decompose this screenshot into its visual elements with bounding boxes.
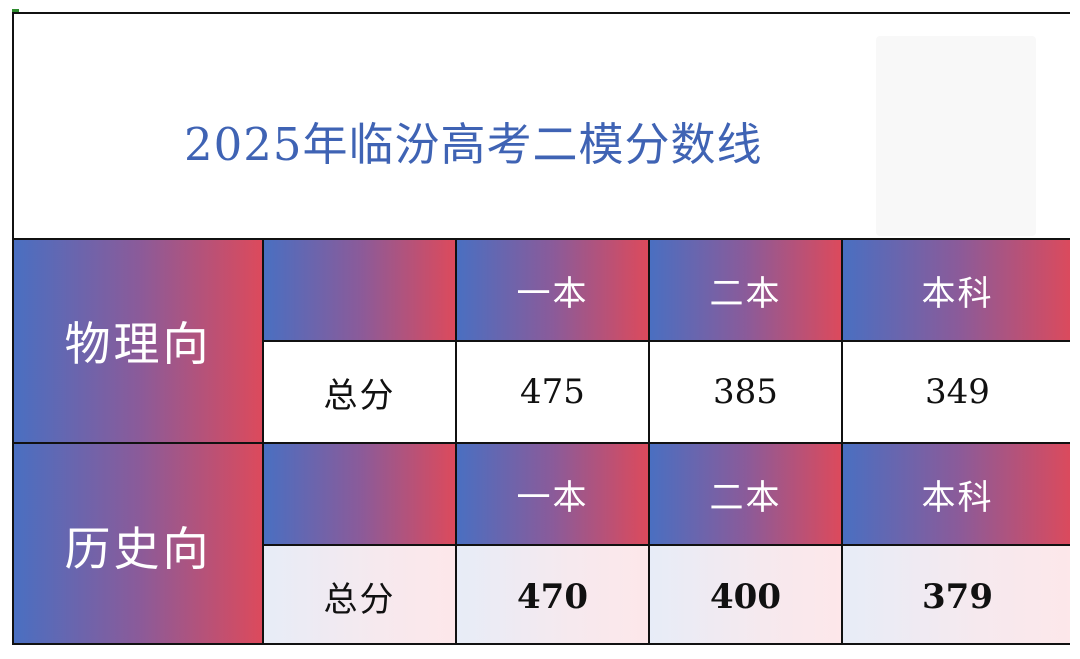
table-top-border bbox=[14, 238, 1070, 240]
score-cell: 470 bbox=[457, 546, 650, 643]
column-header-undergraduate: 本科 bbox=[843, 444, 1070, 546]
column-header-first-tier: 一本 bbox=[457, 240, 650, 342]
row-label-total: 总分 bbox=[264, 546, 457, 643]
watermark bbox=[876, 36, 1036, 236]
group-label-physics: 物理向 bbox=[14, 240, 264, 444]
score-cell: 400 bbox=[650, 546, 843, 643]
column-header-first-tier: 一本 bbox=[457, 444, 650, 546]
column-header-undergraduate: 本科 bbox=[843, 240, 1070, 342]
score-cell: 475 bbox=[457, 342, 650, 444]
column-header-second-tier: 二本 bbox=[650, 240, 843, 342]
header-blank-cell bbox=[264, 240, 457, 342]
group-name: 历史向 bbox=[64, 521, 212, 576]
column-header-second-tier: 二本 bbox=[650, 444, 843, 546]
score-cell: 385 bbox=[650, 342, 843, 444]
group-label-history: 历史向 bbox=[14, 444, 264, 643]
header-blank-cell bbox=[264, 444, 457, 546]
page-title: 2025年临汾高考二模分数线 bbox=[184, 118, 763, 171]
group-name: 物理向 bbox=[64, 317, 212, 371]
score-table-frame: 2025年临汾高考二模分数线 物理向 一本 二本 本科 总分 475 bbox=[12, 12, 1070, 645]
score-cell: 349 bbox=[843, 342, 1070, 444]
row-label-total: 总分 bbox=[264, 342, 457, 444]
score-cell: 379 bbox=[843, 546, 1070, 643]
